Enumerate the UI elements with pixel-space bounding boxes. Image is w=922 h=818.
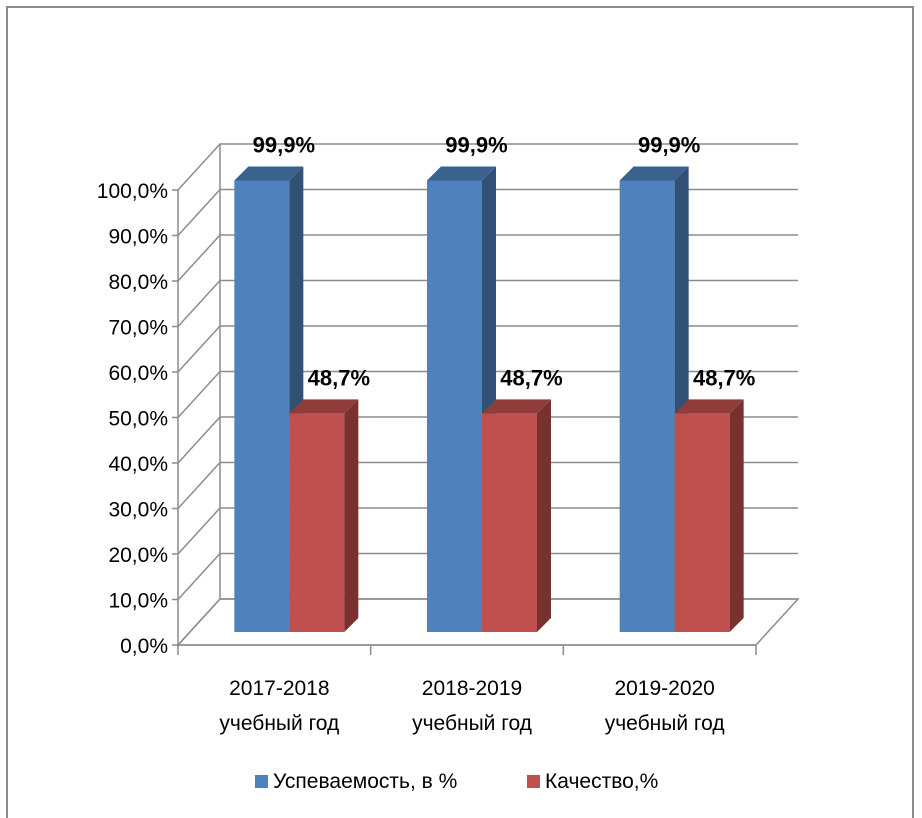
bar-top [289, 399, 359, 414]
y-tick-label: 70,0% [108, 317, 168, 340]
y-tick-label: 40,0% [108, 453, 168, 476]
data-label: 99,9% [638, 132, 700, 157]
gridline [177, 279, 798, 328]
gridline [177, 461, 798, 510]
bars [234, 166, 744, 632]
chart-frame [6, 6, 914, 818]
gridline [177, 416, 798, 464]
bar-front [289, 413, 345, 632]
x-tick-label: 2018-2019 [422, 677, 522, 700]
gridlines [177, 143, 798, 646]
gridline [177, 143, 798, 191]
bar-side [537, 399, 551, 632]
data-label: 99,9% [445, 132, 507, 157]
gridline [177, 370, 798, 419]
y-tick-label: 10,0% [108, 590, 168, 613]
gridline [177, 507, 798, 555]
legend: Успеваемость, в % Качество,% [255, 770, 658, 793]
axes [172, 189, 757, 655]
legend-label: Успеваемость, в % [273, 770, 457, 793]
x-tick-label: учебный год [412, 712, 532, 735]
gridline [177, 325, 798, 373]
y-tick-label: 100,0% [97, 180, 168, 203]
bar-front [427, 180, 482, 632]
bar-top [619, 166, 689, 181]
bar-front [482, 413, 537, 632]
x-tick-label: 2017-2018 [229, 677, 329, 700]
gridline [177, 552, 798, 601]
bar-top [427, 166, 496, 181]
x-tick-label: 2019-2020 [614, 677, 714, 700]
y-tick-label: 20,0% [108, 544, 168, 567]
bar-top [674, 399, 744, 414]
y-tick-label: 50,0% [108, 408, 168, 431]
y-tick-label: 0,0% [120, 635, 168, 658]
data-label: 48,7% [693, 365, 755, 390]
bar-front [234, 180, 290, 632]
bar-side [729, 399, 744, 632]
data-label: 99,9% [253, 132, 315, 157]
legend-swatch [255, 775, 268, 788]
x-tick-label: учебный год [219, 712, 339, 735]
x-tick-label: учебный год [605, 712, 725, 735]
legend-label: Качество,% [545, 770, 658, 793]
data-label: 48,7% [308, 365, 370, 390]
gridline [177, 598, 798, 646]
y-tick-label: 80,0% [108, 271, 168, 294]
bar-top [482, 399, 551, 414]
y-tick-label: 90,0% [108, 226, 168, 249]
gridline [177, 234, 798, 282]
data-labels: 99,9% 48,7% 99,9% 48,7% 99,9% 48,7% [253, 132, 756, 390]
bar-top [234, 166, 304, 181]
y-tick-label: 30,0% [108, 499, 168, 522]
x-tick-labels: 2017-2018 учебный год 2018-2019 учебный год… [219, 677, 724, 735]
bar-side [344, 399, 359, 632]
bar-front [619, 180, 675, 632]
gridline [177, 188, 798, 237]
y-tick-labels: 0,0% 10,0% 20,0% 30,0% 40,0% 50,0% 60,0% 70,0% 8… [97, 180, 168, 658]
data-label: 48,7% [500, 365, 562, 390]
legend-swatch [527, 775, 540, 788]
bar-front [674, 413, 730, 632]
y-tick-label: 60,0% [108, 362, 168, 385]
